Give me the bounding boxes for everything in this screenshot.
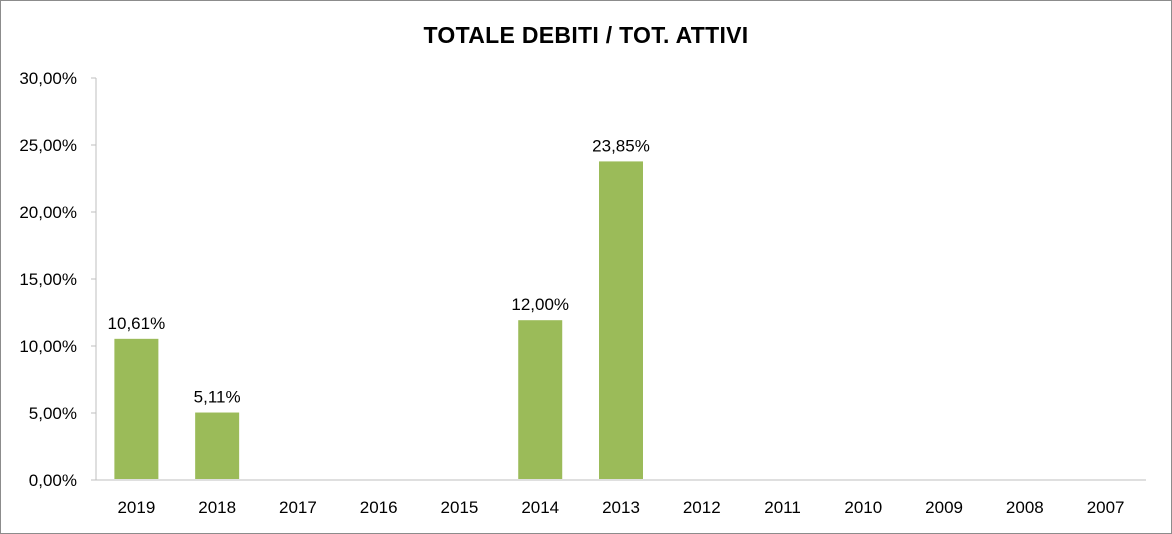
- y-tick-label: 15,00%: [19, 270, 77, 289]
- y-tick-label: 25,00%: [19, 136, 77, 155]
- data-label-2018: 5,11%: [194, 388, 241, 407]
- x-tick-label: 2011: [764, 498, 801, 517]
- x-tick-label: 2015: [441, 498, 479, 517]
- data-label-2019: 10,61%: [108, 314, 166, 333]
- y-tick-label: 0,00%: [29, 471, 77, 490]
- y-tick-label: 5,00%: [29, 404, 77, 423]
- x-tick-label: 2018: [198, 498, 236, 517]
- y-tick-label: 30,00%: [19, 69, 77, 88]
- chart-title: TOTALE DEBITI / TOT. ATTIVI: [423, 22, 749, 48]
- y-tick-label: 10,00%: [19, 337, 77, 356]
- data-label-2013: 23,85%: [592, 136, 650, 155]
- x-tick-label: 2007: [1087, 498, 1125, 517]
- x-tick-label: 2008: [1006, 498, 1044, 517]
- x-tick-label: 2016: [360, 498, 398, 517]
- bar-2014: [516, 318, 565, 482]
- y-axis-ticks: 0,00% 5,00% 10,00% 15,00% 20,00% 25,00% 30,00%: [19, 69, 96, 490]
- bar-2018: [193, 410, 242, 481]
- x-tick-label: 2019: [117, 498, 155, 517]
- data-labels: 10,61% 5,11% 12,00% 23,85%: [108, 136, 650, 406]
- bars: [112, 159, 645, 482]
- x-tick-label: 2009: [925, 498, 963, 517]
- bar-2019: [112, 336, 161, 481]
- y-tick-label: 20,00%: [19, 203, 77, 222]
- x-tick-label: 2010: [844, 498, 882, 517]
- x-tick-label: 2014: [521, 498, 559, 517]
- x-axis-labels: 2019 2018 2017 2016 2015 2014 2013 2012 2011 2010…: [117, 498, 1124, 517]
- bar-2013: [597, 159, 645, 481]
- data-label-2014: 12,00%: [511, 295, 569, 314]
- x-tick-label: 2017: [279, 498, 317, 517]
- x-tick-label: 2013: [602, 498, 640, 517]
- x-tick-label: 2012: [683, 498, 721, 517]
